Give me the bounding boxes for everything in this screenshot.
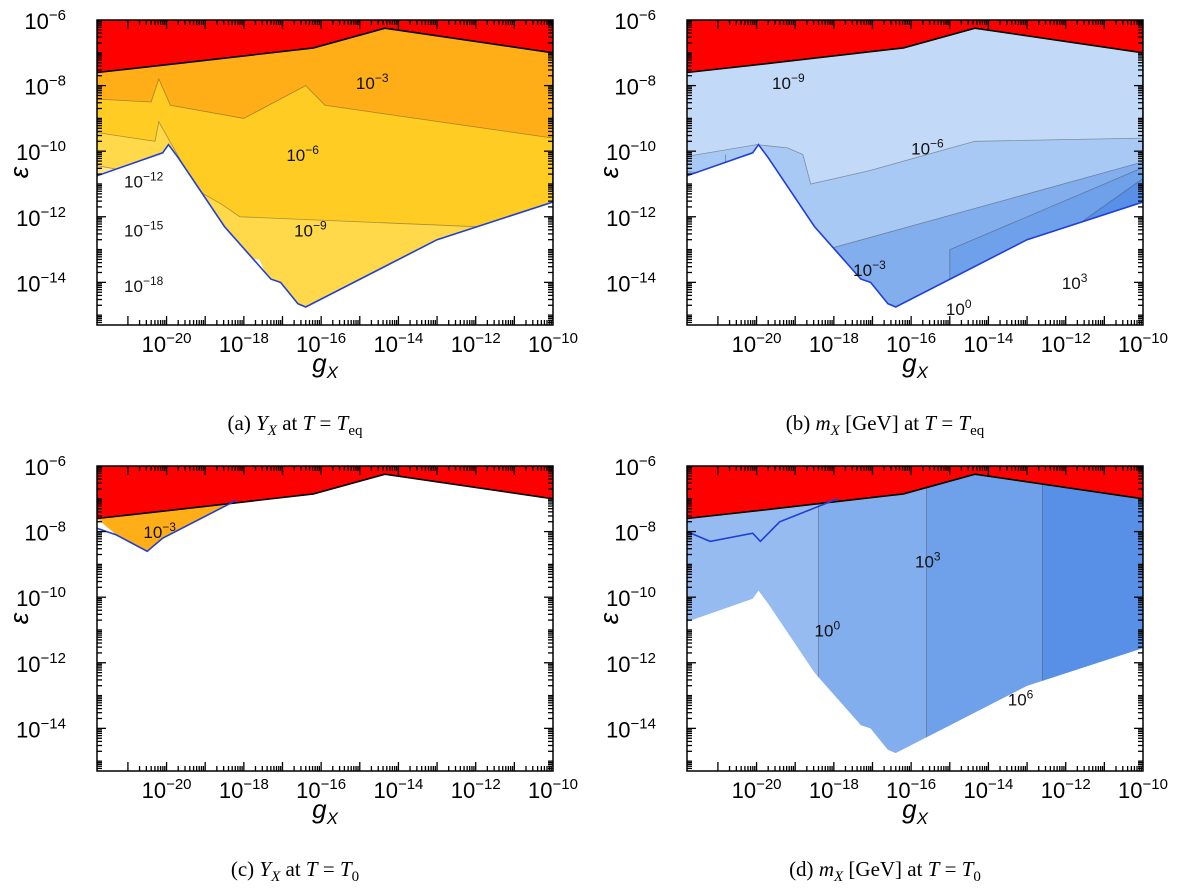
y-axis-label: ε bbox=[4, 612, 34, 624]
y-tick-label: 10−12 bbox=[606, 204, 656, 231]
x-tick-label: 10−14 bbox=[373, 776, 423, 803]
x-tick-label: 10−10 bbox=[1118, 330, 1168, 357]
y-tick-label: 10−14 bbox=[16, 269, 66, 296]
x-tick-label: 10−20 bbox=[142, 330, 192, 357]
caption-d: (d) mX [GeV] at T = T0 bbox=[789, 857, 981, 886]
x-axis-label: gX bbox=[312, 794, 338, 828]
x-tick-label: 10−14 bbox=[373, 330, 423, 357]
x-tick-label: 10−10 bbox=[528, 776, 578, 803]
panel-c: 10−20 10−18 10−16 10−14 10−12 10−10 10−6 10−8 10… bbox=[0, 446, 590, 892]
contour-label: 103 bbox=[915, 550, 941, 572]
excluded-region bbox=[687, 20, 1143, 74]
x-tick-label: 10−16 bbox=[886, 330, 936, 357]
x-tick-label: 10−20 bbox=[142, 776, 192, 803]
y-tick-label: 10−8 bbox=[614, 519, 656, 546]
y-tick-label: 10−8 bbox=[614, 73, 656, 100]
y-tick-label: 10−12 bbox=[16, 650, 66, 677]
panel-b: 10−20 10−18 10−16 10−14 10−12 10−10 10−6 10−8 10… bbox=[590, 0, 1180, 446]
contour-label: 106 bbox=[1008, 687, 1034, 709]
x-tick-label: 10−18 bbox=[219, 776, 269, 803]
y-tick-label: 10−14 bbox=[16, 715, 66, 742]
contour-label: 10−9 bbox=[294, 218, 327, 240]
y-axis-label: ε bbox=[594, 166, 624, 178]
y-tick-label: 10−10 bbox=[16, 138, 66, 165]
plot-frame bbox=[96, 19, 554, 326]
contour-label: 10−9 bbox=[772, 71, 805, 93]
x-tick-label: 10−16 bbox=[296, 330, 346, 357]
contour-label: 10−12 bbox=[124, 169, 164, 191]
contour-label: 10−15 bbox=[124, 218, 164, 240]
plot-frame bbox=[686, 465, 1144, 772]
y-axis-label: ε bbox=[4, 166, 34, 178]
y-tick-label: 10−12 bbox=[16, 204, 66, 231]
x-tick-label: 10−14 bbox=[963, 330, 1013, 357]
contour-label: 10−6 bbox=[286, 143, 319, 165]
x-tick-label: 10−18 bbox=[809, 776, 859, 803]
y-tick-label: 10−10 bbox=[606, 138, 656, 165]
plot-area-d bbox=[687, 466, 1143, 771]
y-axis-label: ε bbox=[594, 612, 624, 624]
contour-label: 10−18 bbox=[124, 274, 164, 296]
excluded-region bbox=[97, 20, 553, 74]
x-tick-label: 10−16 bbox=[886, 776, 936, 803]
band-c-1e-3 bbox=[97, 500, 237, 552]
x-tick-label: 10−12 bbox=[451, 330, 501, 357]
plot-frame bbox=[96, 465, 554, 772]
x-tick-label: 10−18 bbox=[219, 330, 269, 357]
contour-label: 100 bbox=[815, 619, 841, 641]
y-tick-label: 10−10 bbox=[606, 584, 656, 611]
plot-area-c bbox=[97, 466, 553, 771]
y-tick-label: 10−8 bbox=[24, 73, 66, 100]
caption-a: (a) YX at T = Teq bbox=[227, 411, 363, 440]
x-tick-label: 10−16 bbox=[296, 776, 346, 803]
chart-b: 10−20 10−18 10−16 10−14 10−12 10−10 10−6 10−8 10… bbox=[594, 7, 1168, 382]
x-tick-label: 10−18 bbox=[809, 330, 859, 357]
x-tick-label: 10−10 bbox=[1118, 776, 1168, 803]
excluded-region bbox=[97, 466, 553, 520]
y-tick-label: 10−6 bbox=[24, 7, 66, 34]
x-tick-label: 10−12 bbox=[451, 776, 501, 803]
boundary-curve bbox=[97, 52, 553, 308]
x-tick-label: 10−14 bbox=[963, 776, 1013, 803]
x-tick-label: 10−20 bbox=[732, 330, 782, 357]
plot-area-b bbox=[687, 20, 1143, 325]
y-tick-label: 10−10 bbox=[16, 584, 66, 611]
chart-c: 10−20 10−18 10−16 10−14 10−12 10−10 10−6 10−8 10… bbox=[4, 453, 578, 828]
contour-label: 10−3 bbox=[853, 258, 886, 280]
x-axis-label: gX bbox=[312, 348, 338, 382]
y-tick-label: 10−6 bbox=[614, 7, 656, 34]
contour-label: 10−6 bbox=[911, 136, 944, 158]
contour-label: 10−3 bbox=[143, 520, 176, 542]
x-tick-label: 10−12 bbox=[1041, 330, 1091, 357]
y-tick-label: 10−8 bbox=[24, 519, 66, 546]
x-tick-label: 10−20 bbox=[732, 776, 782, 803]
y-tick-label: 10−6 bbox=[614, 453, 656, 480]
plot-area-a bbox=[97, 20, 553, 325]
y-tick-label: 10−14 bbox=[606, 715, 656, 742]
panel-d: 10−20 10−18 10−16 10−14 10−12 10−10 10−6 10−8 10… bbox=[590, 446, 1180, 892]
caption-c: (c) YX at T = T0 bbox=[230, 857, 360, 886]
x-axis-label: gX bbox=[902, 348, 928, 382]
contour-label: 100 bbox=[946, 297, 972, 319]
y-tick-label: 10−14 bbox=[606, 269, 656, 296]
plot-frame bbox=[686, 19, 1144, 326]
contour-label: 103 bbox=[1062, 271, 1088, 293]
panel-a: 10−20 10−18 10−16 10−14 10−12 10−10 10−6 10−8 10… bbox=[0, 0, 590, 446]
contour-label: 10−3 bbox=[356, 71, 389, 93]
chart-d: 10−20 10−18 10−16 10−14 10−12 10−10 10−6 10−8 10… bbox=[594, 453, 1168, 828]
x-tick-label: 10−12 bbox=[1041, 776, 1091, 803]
x-axis-label: gX bbox=[902, 794, 928, 828]
caption-b: (b) mX [GeV] at T = Teq bbox=[785, 411, 985, 440]
boundary-curve bbox=[97, 499, 237, 553]
boundary-curve bbox=[687, 498, 838, 543]
x-tick-label: 10−10 bbox=[528, 330, 578, 357]
excluded-region bbox=[687, 466, 1143, 520]
boundary-curve bbox=[687, 52, 1143, 308]
y-tick-label: 10−12 bbox=[606, 650, 656, 677]
y-tick-label: 10−6 bbox=[24, 453, 66, 480]
chart-a: 10−20 10−18 10−16 10−14 10−12 10−10 10−6 10−8 10… bbox=[4, 7, 578, 382]
